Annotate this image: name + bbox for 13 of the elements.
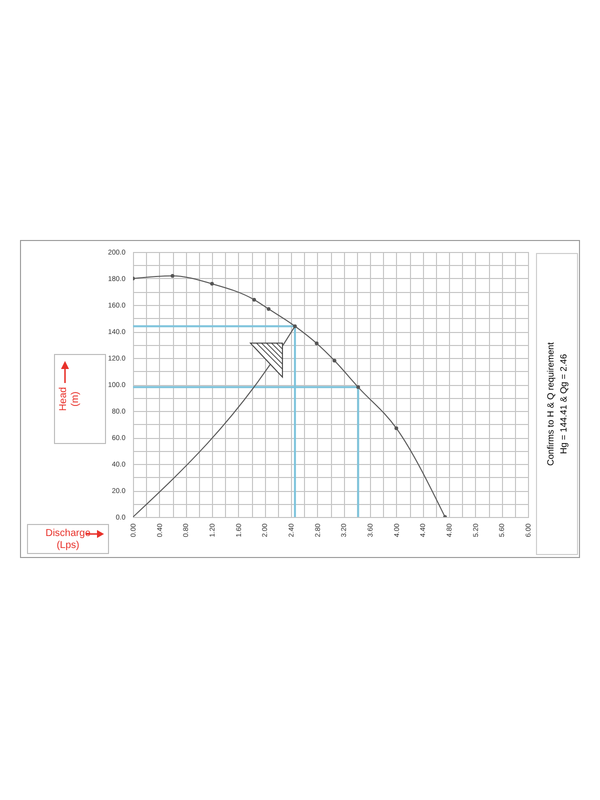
point xyxy=(266,307,270,311)
point xyxy=(170,274,174,278)
text: Hg = 144.41 & Qg = 2.46 xyxy=(557,352,570,456)
point xyxy=(394,426,398,430)
point xyxy=(332,358,336,363)
text: Confirms to H & Q requirement xyxy=(544,341,556,468)
x-axis-title: Discharge (Lps) xyxy=(45,528,91,550)
point xyxy=(314,342,319,346)
line-series xyxy=(133,274,447,517)
point xyxy=(356,385,360,390)
point xyxy=(210,282,214,286)
point xyxy=(252,298,256,302)
y-axis-title: Head (m) xyxy=(58,387,80,411)
